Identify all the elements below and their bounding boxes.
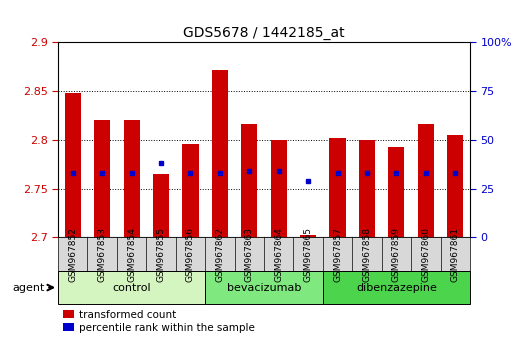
Bar: [58, 237, 470, 271]
Bar: [300, 235, 316, 237]
Text: GSM967852: GSM967852: [68, 227, 77, 281]
Text: GSM967861: GSM967861: [451, 227, 460, 281]
Text: GSM967859: GSM967859: [392, 227, 401, 281]
Text: dibenzazepine: dibenzazepine: [356, 282, 437, 292]
Text: GSM967862: GSM967862: [215, 227, 224, 281]
Text: GSM967860: GSM967860: [421, 227, 430, 281]
Text: GSM967854: GSM967854: [127, 227, 136, 281]
Bar: [271, 140, 287, 237]
Text: GSM967865: GSM967865: [304, 227, 313, 281]
Text: GSM967857: GSM967857: [333, 227, 342, 281]
Text: agent: agent: [13, 282, 45, 292]
Legend: transformed count, percentile rank within the sample: transformed count, percentile rank withi…: [63, 309, 255, 333]
Bar: [329, 138, 346, 237]
Bar: [58, 272, 205, 304]
Title: GDS5678 / 1442185_at: GDS5678 / 1442185_at: [183, 26, 345, 40]
Text: GSM967858: GSM967858: [362, 227, 372, 281]
Text: GSM967855: GSM967855: [156, 227, 166, 281]
Text: GSM967863: GSM967863: [245, 227, 254, 281]
Bar: [205, 272, 323, 304]
Bar: [153, 174, 169, 237]
Bar: [212, 70, 228, 237]
Bar: [94, 120, 110, 237]
Bar: [388, 147, 404, 237]
Bar: [182, 144, 199, 237]
Text: GSM967856: GSM967856: [186, 227, 195, 281]
Bar: [241, 124, 257, 237]
Text: GSM967853: GSM967853: [98, 227, 107, 281]
Text: control: control: [112, 282, 151, 292]
Bar: [124, 120, 140, 237]
Text: bevacizumab: bevacizumab: [227, 282, 301, 292]
Bar: [65, 93, 81, 237]
Bar: [359, 140, 375, 237]
Text: GSM967864: GSM967864: [274, 227, 283, 281]
Bar: [323, 272, 470, 304]
Bar: [447, 135, 463, 237]
Bar: [418, 124, 434, 237]
